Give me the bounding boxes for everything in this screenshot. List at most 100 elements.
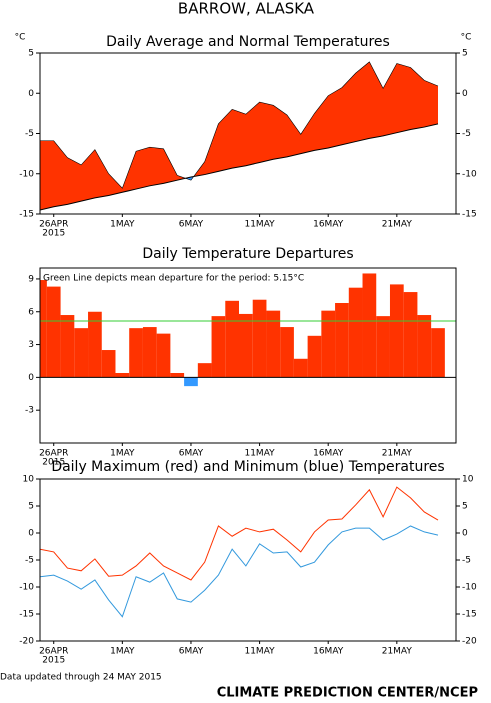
y-tick-label-right: -20 [462,637,477,647]
x-tick-label: 16MAY [313,449,344,459]
bar [156,333,171,378]
y-tick-label: -3 [25,406,34,416]
bar [225,300,239,378]
y-unit-label-right: °C [461,33,472,43]
bar [142,327,157,378]
bar [197,363,212,378]
plot-frame [39,52,457,215]
x-tick-label: 6MAY [179,220,204,230]
y-tick-label-right: -5 [462,556,471,566]
bar [46,286,61,378]
x-tick-label: 21MAY [382,647,413,657]
y-tick-label-right: -10 [462,583,477,593]
plot-area [40,486,439,618]
x-tick-label: 26APR [39,449,68,459]
x-tick-label: 11MAY [244,220,275,230]
y-tick-label: 0 [28,529,34,539]
y-tick-label: -10 [19,169,34,179]
bar [184,377,198,387]
x-year-label: 2015 [42,229,65,239]
x-tick-label: 21MAY [382,449,413,459]
annotation: Green Line depicts mean departure for th… [43,274,304,284]
y-tick-label: -15 [19,610,34,620]
y-tick-label-right: -5 [462,129,471,139]
observed-line [40,61,439,189]
x-year-label: 2015 [42,656,65,666]
bar [239,313,253,378]
y-tick-label: -10 [19,583,34,593]
x-year-label: 2015 [42,458,65,468]
bar [170,373,185,378]
page-title: BARROW, ALASKA [178,0,315,18]
y-tick-label-right: -15 [462,210,477,220]
chart-title: Daily Maximum (red) and Minimum (blue) T… [51,459,444,475]
bar [280,327,294,378]
above-normal-area [40,61,438,210]
plot-area [40,61,439,211]
series-line [40,525,439,618]
y-tick-label: 0 [28,373,34,383]
y-tick-label: 9 [28,274,34,284]
bar [403,292,418,378]
y-tick-label-right: 10 [462,475,474,485]
bar [115,373,130,378]
y-tick-label-right: 0 [462,529,468,539]
y-tick-label: 0 [28,89,34,99]
y-tick-label: -15 [19,210,34,220]
bar [335,303,349,378]
bar [431,328,445,378]
bar [266,310,281,378]
y-tick-label: 5 [28,49,34,59]
chart-panel: Daily Average and Normal Temperatures °C °… [15,33,477,239]
y-unit-label: °C [15,33,26,43]
y-tick-label-right: 5 [462,49,468,59]
y-tick-label: 6 [28,307,34,317]
bar [321,310,336,378]
y-tick-label: -5 [25,556,34,566]
chart-panel: Daily Temperature Departures-3036926APR2… [25,246,457,468]
y-tick-label: 3 [28,340,34,350]
series-line [40,486,439,581]
y-tick-label-right: 0 [462,89,468,99]
plot-area [40,273,456,387]
x-tick-label: 11MAY [244,647,275,657]
bar [417,315,432,378]
plot-frame [39,267,457,444]
bar [252,299,267,378]
bar [389,284,404,378]
bar [88,311,102,378]
y-tick-label-right: -15 [462,610,477,620]
bar [40,280,47,378]
bar [129,328,143,378]
x-tick-label: 26APR [39,220,68,230]
footer-note: Data updated through 24 MAY 2015 [0,673,162,683]
chart-panel: Daily Maximum (red) and Minimum (blue) T… [19,459,477,666]
y-tick-label: -5 [25,129,34,139]
bar [348,287,363,378]
bar [101,350,116,378]
bar [362,273,377,378]
x-tick-label: 11MAY [244,449,275,459]
bar [307,335,322,378]
normal-line [40,123,439,211]
plot-frame [39,478,457,642]
x-tick-label: 6MAY [179,449,204,459]
x-tick-label: 1MAY [110,449,135,459]
x-tick-label: 16MAY [313,647,344,657]
bar [376,316,390,378]
y-tick-label: 5 [28,502,34,512]
x-tick-label: 26APR [39,647,68,657]
x-tick-label: 1MAY [110,220,135,230]
bar [60,315,75,378]
y-tick-label: -20 [19,637,34,647]
x-tick-label: 1MAY [110,647,135,657]
chart-title: Daily Temperature Departures [142,246,353,262]
x-tick-label: 6MAY [179,647,204,657]
chart-title: Daily Average and Normal Temperatures [106,34,390,50]
bar [211,316,226,378]
x-tick-label: 16MAY [313,220,344,230]
y-tick-label: 10 [23,475,35,485]
bar [293,358,308,378]
x-tick-label: 21MAY [382,220,413,230]
